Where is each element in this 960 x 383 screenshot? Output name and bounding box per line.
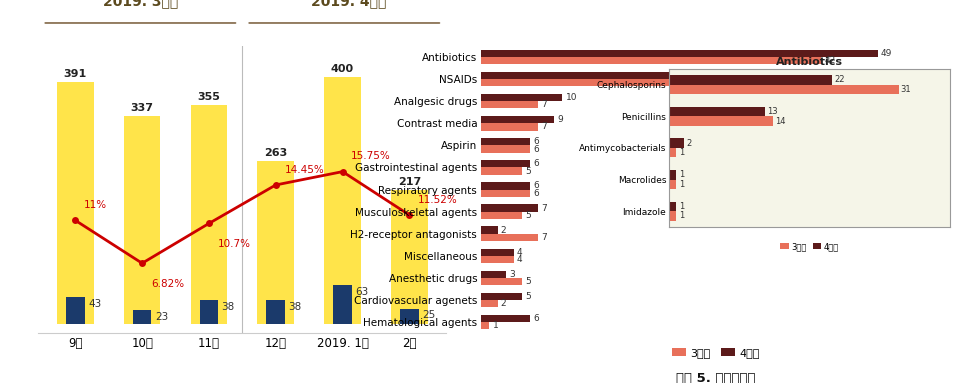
- Bar: [481, 79, 724, 87]
- Bar: [481, 116, 554, 123]
- Text: 1: 1: [492, 321, 498, 330]
- Text: 9: 9: [558, 115, 564, 124]
- Text: 7: 7: [541, 100, 547, 109]
- Text: 11%: 11%: [84, 200, 108, 210]
- Text: 43: 43: [832, 71, 844, 80]
- Text: 3: 3: [509, 270, 515, 279]
- Text: 6: 6: [533, 189, 539, 198]
- Text: 5: 5: [525, 211, 531, 220]
- Text: 11.52%: 11.52%: [418, 195, 458, 205]
- Text: 14.45%: 14.45%: [284, 165, 324, 175]
- Text: 2: 2: [501, 226, 506, 235]
- Bar: [481, 293, 522, 300]
- Text: 6: 6: [533, 144, 539, 154]
- Text: 38: 38: [222, 302, 235, 312]
- Bar: [481, 101, 538, 108]
- Text: 4: 4: [516, 255, 522, 264]
- Bar: [481, 205, 538, 212]
- Bar: [400, 308, 419, 324]
- Bar: [481, 271, 506, 278]
- Bar: [124, 116, 160, 324]
- Bar: [481, 249, 514, 256]
- Text: 63: 63: [355, 287, 369, 297]
- Text: 42: 42: [825, 56, 835, 65]
- Text: 6: 6: [533, 182, 539, 190]
- Text: 15.75%: 15.75%: [351, 151, 391, 161]
- Bar: [481, 182, 530, 190]
- Legend: 3분기, 4분기: 3분기, 4분기: [668, 343, 764, 362]
- Bar: [481, 72, 829, 79]
- Bar: [481, 212, 522, 219]
- Text: 10: 10: [565, 93, 577, 102]
- Text: 5: 5: [525, 277, 531, 286]
- Bar: [481, 50, 877, 57]
- Bar: [333, 285, 352, 324]
- Bar: [481, 322, 490, 329]
- Text: 25: 25: [422, 310, 435, 320]
- Bar: [481, 190, 530, 197]
- Text: 2019. 4분기: 2019. 4분기: [311, 0, 386, 8]
- Text: 49: 49: [881, 49, 892, 58]
- Bar: [132, 310, 152, 324]
- Bar: [200, 301, 218, 324]
- Text: 263: 263: [264, 148, 287, 159]
- Text: 6: 6: [533, 314, 539, 323]
- Text: 7: 7: [541, 233, 547, 242]
- Bar: [481, 226, 497, 234]
- Text: 4: 4: [516, 248, 522, 257]
- Bar: [481, 300, 497, 307]
- Bar: [266, 301, 285, 324]
- Bar: [57, 82, 94, 324]
- Text: 391: 391: [63, 69, 87, 79]
- Text: 5: 5: [525, 167, 531, 176]
- Text: 10.7%: 10.7%: [218, 239, 251, 249]
- Text: 2: 2: [501, 299, 506, 308]
- Bar: [391, 190, 428, 324]
- Text: 355: 355: [198, 92, 221, 101]
- Text: 6: 6: [533, 159, 539, 169]
- Bar: [481, 278, 522, 285]
- Text: 38: 38: [288, 302, 301, 312]
- Text: 6.82%: 6.82%: [151, 279, 184, 289]
- Bar: [481, 146, 530, 153]
- Text: 217: 217: [397, 177, 421, 187]
- Text: 43: 43: [88, 299, 101, 309]
- Bar: [481, 94, 563, 101]
- Bar: [66, 297, 84, 324]
- Bar: [257, 162, 294, 324]
- Text: 30: 30: [727, 78, 738, 87]
- Text: 337: 337: [131, 103, 154, 113]
- Text: 7: 7: [541, 203, 547, 213]
- Bar: [481, 138, 530, 146]
- Bar: [481, 315, 530, 322]
- Text: 2019. 3분기: 2019. 3분기: [103, 0, 178, 8]
- Text: 400: 400: [331, 64, 354, 74]
- Text: 7: 7: [541, 123, 547, 131]
- Text: 23: 23: [155, 312, 168, 322]
- Bar: [481, 234, 538, 241]
- Bar: [481, 160, 530, 167]
- Bar: [481, 256, 514, 263]
- Text: 그림 5. 의심약제별: 그림 5. 의심약제별: [676, 372, 756, 383]
- Bar: [481, 123, 538, 131]
- Bar: [190, 105, 228, 324]
- Bar: [481, 57, 821, 64]
- Bar: [324, 77, 361, 324]
- Text: 6: 6: [533, 137, 539, 146]
- Bar: [481, 167, 522, 175]
- Text: 5: 5: [525, 292, 531, 301]
